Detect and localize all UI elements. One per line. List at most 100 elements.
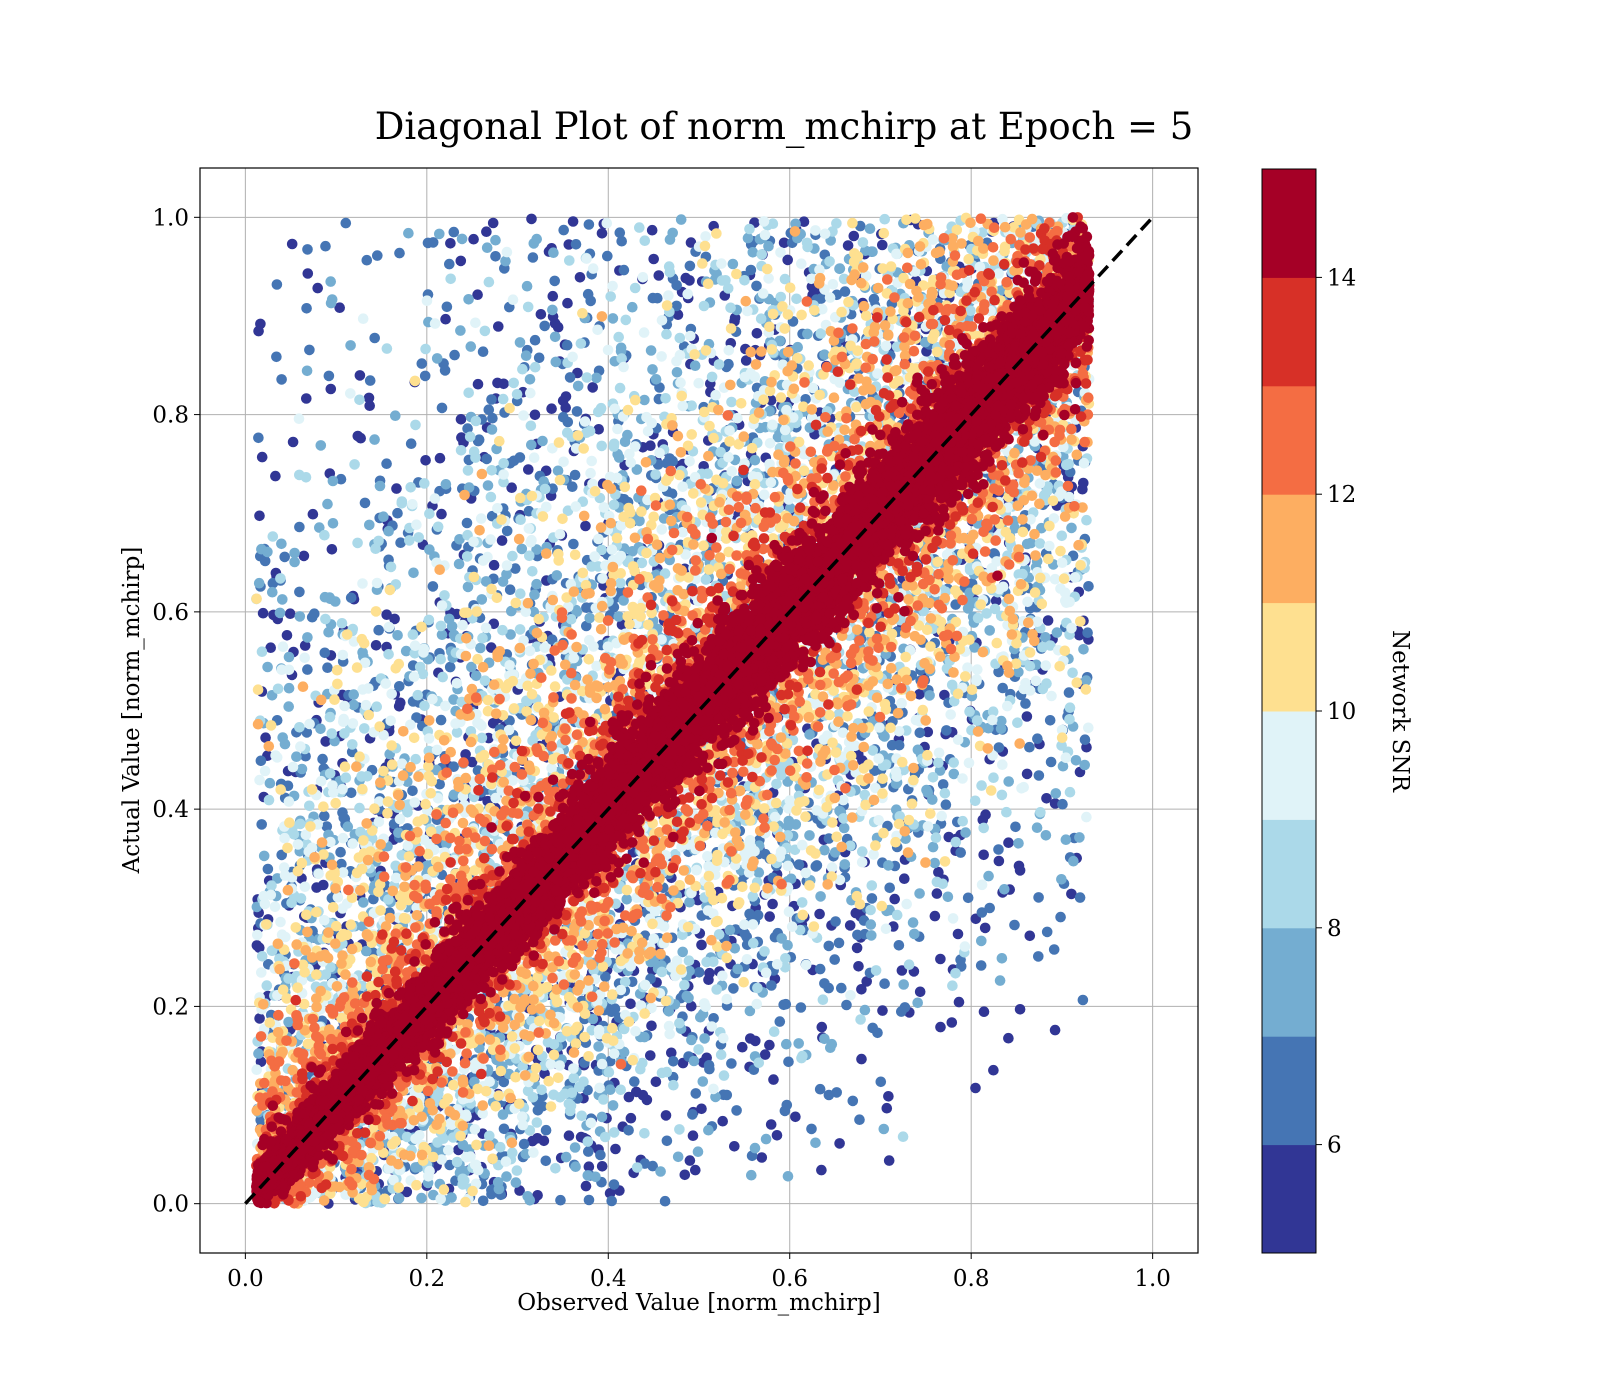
- scatter-point: [830, 916, 841, 927]
- scatter-point: [584, 219, 595, 230]
- scatter-point: [1061, 834, 1072, 845]
- scatter-point: [311, 882, 322, 893]
- scatter-point: [565, 372, 576, 383]
- scatter-point: [802, 329, 813, 340]
- scatter-point: [680, 1170, 691, 1181]
- scatter-point: [793, 1038, 804, 1049]
- scatter-point: [591, 373, 602, 384]
- scatter-point: [493, 321, 504, 332]
- scatter-point: [804, 830, 815, 841]
- scatter-point: [940, 788, 951, 799]
- scatter-point: [523, 464, 534, 475]
- scatter-point: [608, 313, 619, 324]
- scatter-point: [406, 438, 417, 449]
- scatter-point: [933, 757, 944, 768]
- scatter-point: [436, 621, 447, 632]
- scatter-point: [980, 923, 991, 934]
- scatter-point: [282, 630, 293, 641]
- scatter-point: [865, 905, 876, 916]
- scatter-point: [1015, 865, 1026, 876]
- scatter-point: [301, 393, 312, 404]
- scatter-point: [346, 593, 357, 604]
- scatter-point: [703, 1125, 714, 1136]
- scatter-point: [486, 492, 497, 503]
- scatter-point: [726, 397, 737, 408]
- scatter-point: [776, 933, 787, 944]
- scatter-point: [701, 574, 712, 585]
- scatter-point: [319, 811, 330, 822]
- scatter-point: [308, 509, 319, 520]
- scatter-point: [562, 427, 573, 438]
- scatter-point: [574, 1082, 585, 1093]
- scatter-point: [558, 225, 569, 236]
- scatter-point: [931, 832, 942, 843]
- scatter-point: [1042, 927, 1053, 938]
- scatter-point: [804, 729, 815, 740]
- scatter-point: [924, 690, 935, 701]
- scatter-point: [848, 1096, 859, 1107]
- scatter-point: [664, 453, 675, 464]
- scatter-point: [468, 234, 479, 245]
- scatter-point: [283, 973, 294, 984]
- scatter-point: [665, 267, 676, 278]
- scatter-point: [865, 223, 876, 234]
- scatter-point: [284, 683, 295, 694]
- scatter-point: [717, 1116, 728, 1127]
- scatter-point: [624, 1092, 635, 1103]
- scatter-point: [325, 276, 336, 287]
- scatter-point: [572, 406, 583, 417]
- scatter-point: [271, 352, 282, 363]
- scatter-point: [744, 224, 755, 235]
- scatter-point: [381, 458, 392, 469]
- scatter-point: [548, 291, 559, 302]
- scatter-point: [824, 1090, 835, 1101]
- scatter-point: [951, 837, 962, 848]
- scatter-point: [1056, 874, 1067, 885]
- scatter-point: [405, 482, 416, 493]
- scatter-point: [463, 465, 474, 476]
- scatter-point: [1050, 1025, 1061, 1036]
- scatter-point: [547, 305, 558, 316]
- scatter-point: [647, 225, 658, 236]
- scatter-point: [378, 511, 389, 522]
- scatter-point: [1001, 807, 1012, 818]
- scatter-point: [914, 888, 925, 899]
- scatter-point: [652, 293, 663, 304]
- scatter-point: [565, 1106, 576, 1117]
- scatter-point: [1003, 837, 1014, 848]
- scatter-point: [662, 1067, 673, 1078]
- scatter-point: [1079, 760, 1090, 771]
- scatter-point: [463, 294, 474, 305]
- scatter-point: [687, 1109, 698, 1120]
- scatter-point: [866, 919, 877, 930]
- scatter-point: [327, 294, 338, 305]
- scatter-point: [1074, 832, 1085, 843]
- scatter-point: [784, 816, 795, 827]
- scatter-point: [486, 465, 497, 476]
- scatter-point: [555, 1195, 566, 1206]
- scatter-point: [609, 1179, 620, 1190]
- scatter-point: [546, 403, 557, 414]
- scatter-point: [824, 941, 835, 952]
- scatter-point: [1082, 627, 1093, 638]
- scatter-point: [632, 1162, 643, 1173]
- scatter-point: [304, 345, 315, 356]
- scatter-point: [748, 247, 759, 258]
- scatter-point: [522, 281, 533, 292]
- scatter-point: [435, 654, 446, 665]
- scatter-point: [970, 796, 981, 807]
- scatter-point: [498, 394, 509, 405]
- scatter-point: [802, 238, 813, 249]
- scatter-point: [276, 539, 287, 550]
- scatter-point: [320, 614, 331, 625]
- scatter-point: [428, 237, 439, 248]
- scatter-point: [569, 1073, 580, 1084]
- scatter-point: [463, 582, 474, 593]
- scatter-point: [593, 1041, 604, 1052]
- scatter-point: [539, 1136, 550, 1147]
- scatter-point: [302, 244, 313, 255]
- scatter-point: [1052, 627, 1063, 638]
- scatter-point: [797, 897, 808, 908]
- scatter-point: [815, 1084, 826, 1095]
- scatter-point: [1009, 920, 1020, 931]
